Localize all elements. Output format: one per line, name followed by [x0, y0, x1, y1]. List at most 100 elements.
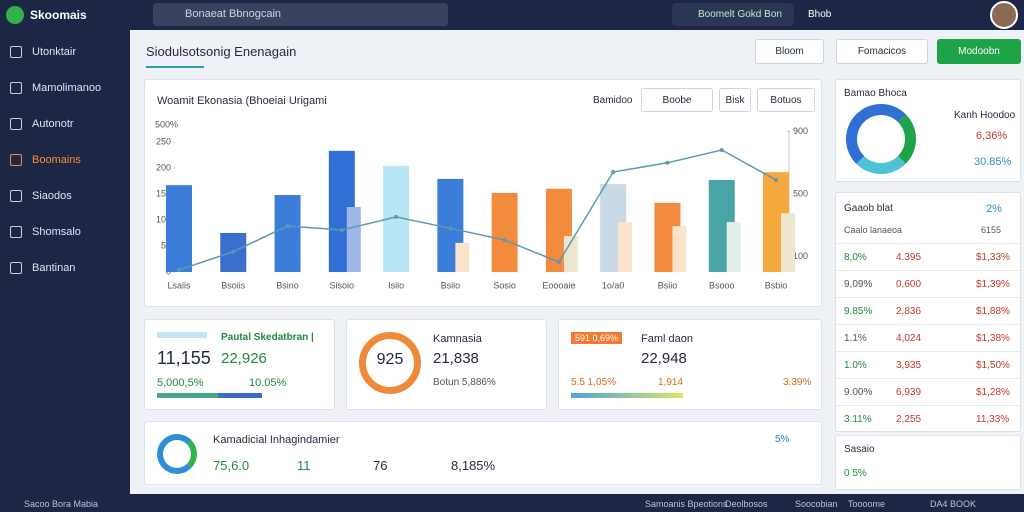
chart: 500% 050100150200250100500900LsaiisBsoii…	[155, 119, 808, 290]
table-row: 8,0% 4.395 $1,33%	[836, 243, 1020, 270]
kpi-title: Faml daon	[641, 333, 693, 345]
x-tick-label: Sisoio	[330, 280, 355, 290]
footer-text: Toooome	[848, 499, 886, 509]
kpi-sub: 5,000,5%	[157, 377, 204, 389]
nav-item[interactable]: Autonotr	[32, 118, 74, 130]
bar	[491, 192, 518, 272]
table-header: Caalo lanaeoa	[844, 225, 903, 235]
table-cell: $1,28%	[976, 387, 1010, 398]
search-box[interactable]: Bonaeat Bbnogcain	[153, 3, 448, 26]
footer-text: Samoanis Bpeotions	[645, 499, 728, 509]
table-cell: 3.11%	[844, 414, 872, 425]
table-cell: $1,38%	[976, 333, 1010, 344]
y-tick-label: 100	[156, 214, 171, 224]
line-point	[231, 249, 236, 254]
kpi-value: 8,185%	[451, 458, 496, 473]
table-card: Gaaob blat 2% Caalo lanaeoa 6155 8,0% 4.3…	[835, 192, 1021, 432]
nav-item[interactable]: Shomsalo	[32, 226, 81, 238]
table-cell: 4.395	[896, 252, 922, 263]
line-point	[339, 228, 344, 233]
kpi-sub: 5.5 1,05%	[571, 377, 617, 388]
nav-icon	[10, 82, 22, 94]
bar-accent	[571, 393, 683, 398]
footer-text: Soocobian	[795, 499, 838, 509]
table-cell: $1,50%	[976, 360, 1010, 371]
donut-label: Kanh Hoodoo	[954, 110, 1016, 121]
kpi-value: 11,155	[157, 348, 211, 368]
x-tick-label: Bsbio	[765, 280, 788, 290]
donut-value: 6,36%	[976, 130, 1008, 142]
line-point	[448, 226, 453, 231]
control[interactable]: Boobe	[641, 88, 713, 112]
kpi-title: Pautal Skedatbran |	[221, 332, 314, 343]
table-cell: 6,939	[896, 387, 922, 398]
logo	[6, 6, 24, 24]
control[interactable]: Bamidoo	[593, 95, 633, 106]
button[interactable]: Fomacicos	[836, 39, 928, 64]
donut	[846, 104, 916, 174]
button[interactable]: Bloom	[755, 39, 824, 64]
x-tick-label: Bsooo	[709, 280, 735, 290]
x-tick-label: Bsiio	[658, 280, 678, 290]
table-row: 1.0% 3,935 $1,50%	[836, 351, 1020, 378]
line	[178, 149, 777, 271]
sidebar: Utonktair Mamolimanoo Autonotr Boomains Siao…	[0, 30, 130, 494]
table-row: 9,09% 0,600 $1,39%	[836, 270, 1020, 297]
y2-tick-label: 100	[793, 251, 808, 261]
line-point	[285, 223, 290, 228]
line-point	[177, 267, 181, 272]
control[interactable]: Botuos	[757, 88, 815, 112]
x-tick-label: Bsoiis	[221, 280, 246, 290]
nav-item[interactable]: Mamolimanoo	[32, 82, 102, 94]
bar	[166, 185, 192, 272]
table-cell: $1,39%	[976, 279, 1010, 290]
donut-card: Bamao Bhoca Kanh Hoodoo 6,36% 30.85%	[835, 79, 1021, 182]
y-tick-label: 250	[156, 136, 171, 146]
card-title: Gaaob blat	[844, 203, 893, 214]
kpi-sub: 3.39%	[783, 377, 812, 388]
card-title: Sasaio	[844, 444, 875, 455]
table-header: 6155	[981, 225, 1002, 235]
kpi-value: 75,6.0	[213, 458, 250, 473]
avatar[interactable]	[990, 1, 1018, 29]
button[interactable]: Modoobn	[937, 39, 1021, 64]
top-bar: Skoomais Bonaeat Bbnogcain Boomelt Gokd …	[0, 0, 1024, 30]
bar	[781, 213, 795, 272]
y-axis-label: 500%	[155, 119, 178, 129]
corner-value: 5%	[775, 434, 790, 445]
bar	[726, 222, 741, 272]
kpi-card: Kamadicial Inhagindamier 75,6.0 11 76 8,…	[144, 421, 822, 485]
y-tick-label: 200	[156, 162, 171, 172]
y2-tick-label: 900	[793, 126, 808, 136]
bar	[618, 222, 633, 272]
nav-icon	[10, 118, 22, 130]
line-point	[719, 148, 724, 153]
title-underline	[146, 66, 204, 68]
small-card: Sasaio 0 5%	[835, 435, 1021, 490]
kpi-title: Kamnasia	[433, 333, 482, 345]
table-cell: $1,33%	[976, 252, 1010, 263]
table-cell: 2,255	[896, 414, 922, 425]
nav-item[interactable]: Boomains	[32, 154, 81, 166]
line-point	[665, 160, 670, 165]
table-row: 9.85% 2,836 $1,88%	[836, 297, 1020, 324]
table-cell: 9,09%	[844, 279, 873, 290]
footer-text: Sacoo Bora Mabia	[24, 499, 99, 509]
kpi-sub: Botun 5,886%	[433, 377, 496, 388]
user-name[interactable]: Bhob	[808, 9, 832, 20]
bar	[563, 236, 578, 272]
x-tick-label: Bsino	[276, 280, 299, 290]
kpi-value: 11	[297, 458, 311, 473]
nav-item[interactable]: Siaodos	[32, 190, 72, 202]
x-tick-label: Bsiio	[441, 280, 461, 290]
bar-accent	[157, 393, 262, 398]
nav-item[interactable]: Bantinan	[32, 262, 76, 274]
control[interactable]: Bisk	[719, 88, 751, 112]
kpi-value: 22,926	[221, 350, 267, 367]
card-title: Bamao Bhoca	[844, 88, 907, 99]
nav-icon	[10, 190, 22, 202]
ring	[359, 332, 421, 394]
action-button[interactable]: Boomelt Gokd Bon	[672, 3, 794, 26]
nav-item[interactable]: Utonktair	[32, 46, 77, 58]
